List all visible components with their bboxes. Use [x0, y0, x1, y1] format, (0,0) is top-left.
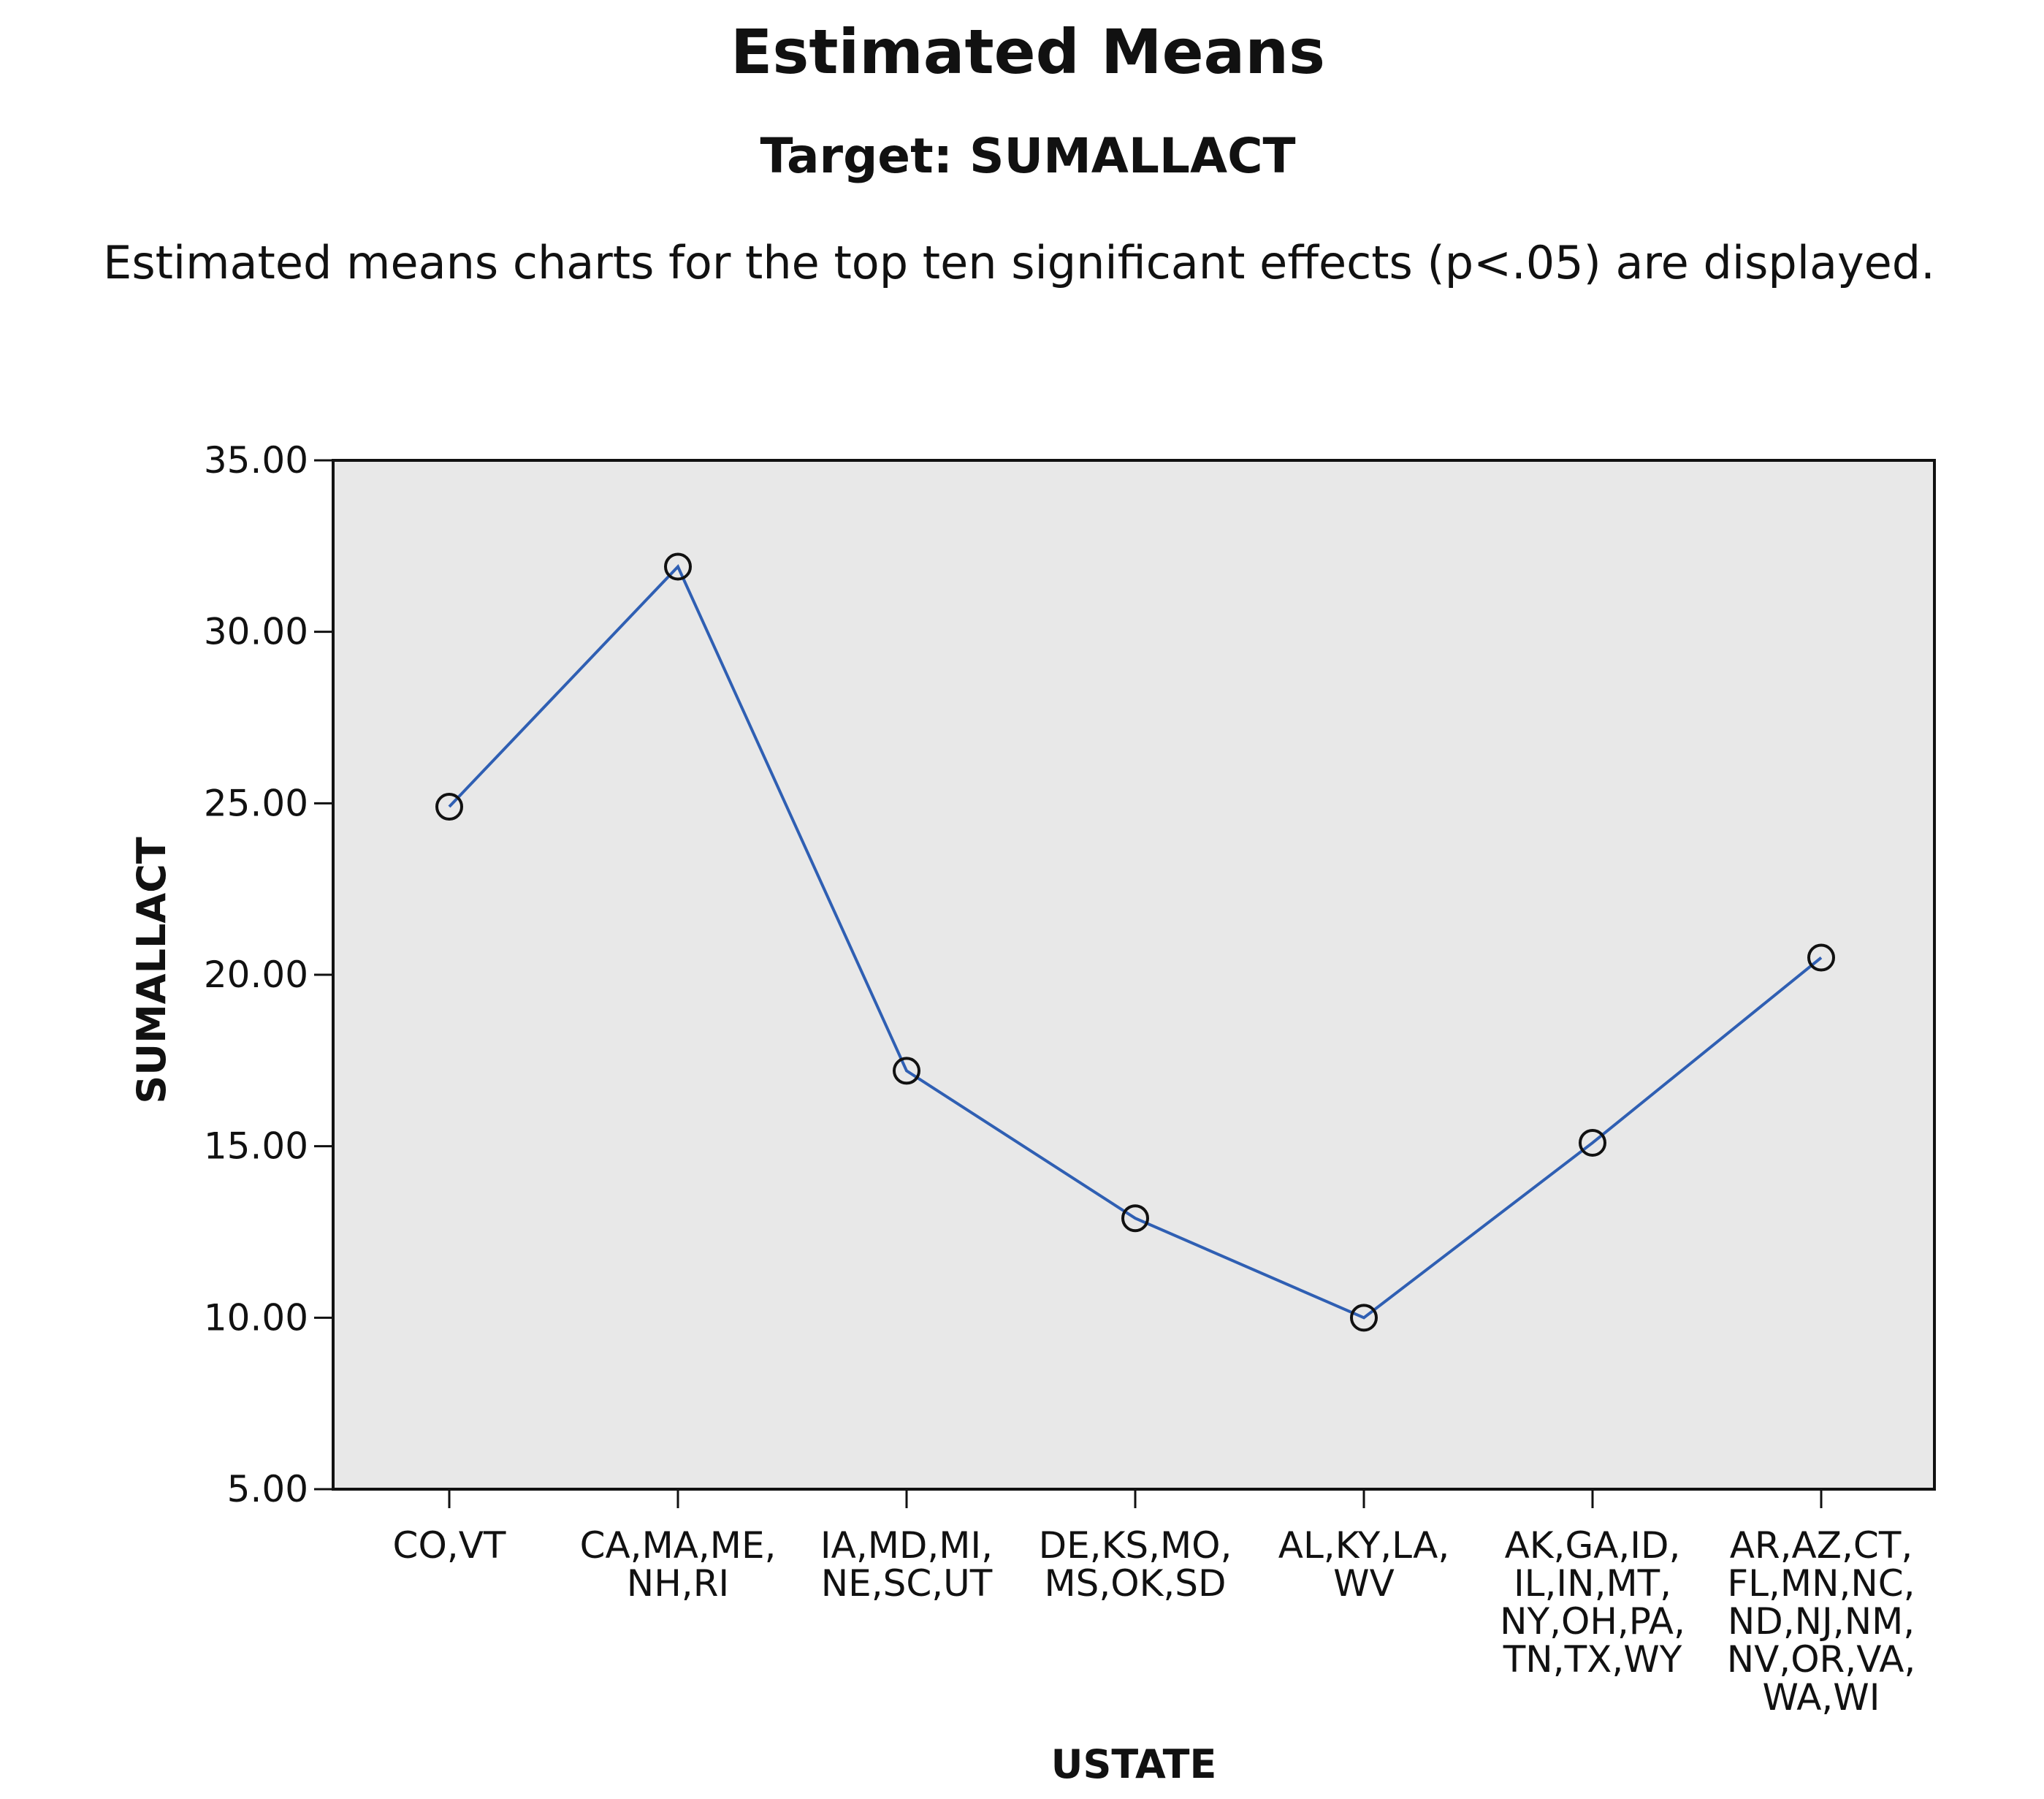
x-tick-label: IL,IN,MT,	[1514, 1562, 1671, 1605]
x-tick-label: WA,WI	[1763, 1676, 1880, 1719]
data-point	[664, 552, 692, 581]
y-tick-label: 20.00	[204, 954, 308, 996]
x-tick-label: ND,NJ,NM,	[1728, 1600, 1915, 1643]
x-tick-label: WV	[1333, 1562, 1395, 1605]
y-tick-label: 35.00	[204, 439, 308, 482]
x-tick-label: MS,OK,SD	[1044, 1562, 1226, 1605]
chart-note: Estimated means charts for the top ten s…	[103, 236, 1935, 289]
x-tick-label: NV,OR,VA,	[1727, 1638, 1916, 1681]
data-point	[1807, 943, 1835, 972]
x-tick-label: NH,RI	[627, 1562, 729, 1605]
x-tick-label: DE,KS,MO,	[1039, 1524, 1232, 1567]
plot-area: 5.00 10.00 15.00 20.00 25.00 30.00 35.00 CO,VT C…	[204, 439, 1936, 1719]
x-axis-label: USTATE	[1051, 1741, 1217, 1787]
x-tick-label: AK,GA,ID,	[1505, 1524, 1681, 1567]
x-tick-label: NY,OH,PA,	[1500, 1600, 1685, 1643]
x-tick-label: NE,SC,UT	[821, 1562, 993, 1605]
data-point	[893, 1057, 920, 1085]
y-tick-label: 10.00	[204, 1296, 308, 1339]
data-point	[1579, 1128, 1606, 1157]
y-tick-label: 5.00	[227, 1468, 308, 1510]
series-line	[448, 563, 1823, 1320]
plot-frame	[332, 459, 1936, 1491]
x-tick-label: AR,AZ,CT,	[1730, 1524, 1913, 1567]
x-tick-label: AL,KY,LA,	[1278, 1524, 1450, 1567]
x-tick-label: FL,MN,NC,	[1727, 1562, 1915, 1605]
y-tick-label: 30.00	[204, 611, 308, 653]
y-tick-label: 15.00	[204, 1125, 308, 1168]
x-tick-label: CO,VT	[393, 1524, 506, 1567]
y-axis-label: SUMALLACT	[129, 837, 175, 1104]
data-point	[1121, 1204, 1149, 1233]
chart-subtitle: Target: SUMALLACT	[760, 128, 1295, 184]
x-tick-label: CA,MA,ME,	[580, 1524, 777, 1567]
x-tick-label: TN,TX,WY	[1503, 1638, 1682, 1681]
data-point	[1350, 1304, 1378, 1332]
y-tick-label: 25.00	[204, 782, 308, 824]
data-point	[435, 793, 463, 821]
chart-title: Estimated Means	[731, 16, 1325, 88]
x-tick-label: IA,MD,MI,	[820, 1524, 993, 1567]
